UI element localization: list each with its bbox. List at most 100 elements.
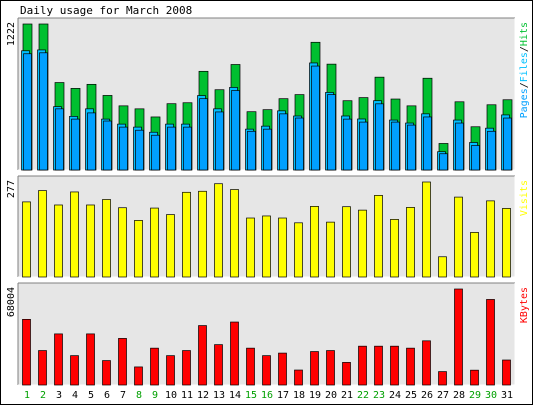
bar-pages bbox=[55, 108, 64, 171]
legend-pages-files-hits: Pages/Files/Hits bbox=[519, 22, 530, 118]
legend-entry: Files bbox=[519, 52, 530, 82]
bar-kbytes bbox=[134, 366, 143, 386]
bar-kbytes bbox=[230, 321, 239, 386]
bar-visits bbox=[102, 199, 111, 278]
bar-pages bbox=[407, 124, 416, 171]
bar-visits bbox=[38, 190, 47, 278]
legend-kbytes: KBytes bbox=[519, 287, 530, 323]
bar-visits bbox=[438, 256, 447, 278]
x-tick-label: 27 bbox=[437, 390, 449, 401]
bar-pages bbox=[167, 126, 176, 171]
bar-pages bbox=[327, 94, 336, 171]
bar-pages bbox=[119, 126, 128, 171]
bar-kbytes bbox=[470, 369, 479, 386]
bar-visits bbox=[22, 201, 31, 278]
x-tick-label: 10 bbox=[165, 390, 177, 401]
x-tick-label: 19 bbox=[309, 390, 321, 401]
bar-pages bbox=[439, 153, 448, 171]
bar-pages bbox=[39, 52, 48, 171]
x-tick-label: 6 bbox=[104, 390, 110, 401]
bar-pages bbox=[487, 130, 496, 171]
bar-kbytes bbox=[294, 369, 303, 386]
legend-entry: Visits bbox=[519, 180, 530, 216]
bar-kbytes bbox=[406, 347, 415, 386]
bar-visits bbox=[214, 183, 223, 278]
bar-visits bbox=[262, 215, 271, 278]
bar-pages bbox=[23, 53, 32, 171]
bar-pages bbox=[311, 65, 320, 171]
bar-visits bbox=[470, 232, 479, 278]
x-tick-label: 1 bbox=[24, 390, 30, 401]
bar-pages bbox=[295, 117, 304, 171]
x-tick-label: 18 bbox=[293, 390, 305, 401]
bar-kbytes bbox=[102, 360, 111, 386]
bar-visits bbox=[70, 191, 79, 278]
bar-visits bbox=[246, 217, 255, 278]
bar-kbytes bbox=[454, 288, 463, 386]
bar-pages bbox=[215, 111, 224, 171]
bar-kbytes bbox=[150, 347, 159, 386]
bar-visits bbox=[54, 204, 63, 278]
x-tick-label: 5 bbox=[88, 390, 94, 401]
x-tick-label: 13 bbox=[213, 390, 225, 401]
x-tick-label: 21 bbox=[341, 390, 353, 401]
bar-visits bbox=[198, 190, 207, 278]
x-tick-label: 3 bbox=[56, 390, 62, 401]
x-tick-label: 11 bbox=[181, 390, 193, 401]
bar-visits bbox=[182, 191, 191, 278]
bar-visits bbox=[278, 217, 287, 278]
bar-visits bbox=[502, 208, 511, 278]
legend-entry: / bbox=[519, 82, 530, 88]
bar-kbytes bbox=[374, 345, 383, 386]
bar-kbytes bbox=[502, 359, 511, 386]
bar-visits bbox=[118, 207, 127, 278]
bar-kbytes bbox=[198, 325, 207, 386]
bar-pages bbox=[247, 130, 256, 171]
bar-pages bbox=[183, 126, 192, 171]
bar-visits bbox=[150, 207, 159, 278]
bar-pages bbox=[471, 145, 480, 171]
legend-visits: Visits bbox=[519, 180, 530, 216]
bar-pages bbox=[343, 118, 352, 171]
ymax-label-kbytes: 68004 bbox=[6, 287, 17, 317]
bar-pages bbox=[71, 118, 80, 171]
legend-entry: / bbox=[519, 46, 530, 52]
bar-kbytes bbox=[54, 333, 63, 386]
bar-kbytes bbox=[310, 351, 319, 386]
bar-kbytes bbox=[38, 350, 47, 386]
bar-visits bbox=[230, 189, 239, 278]
bar-kbytes bbox=[70, 355, 79, 386]
x-tick-label: 4 bbox=[72, 390, 78, 401]
x-tick-label: 2 bbox=[40, 390, 46, 401]
bar-visits bbox=[310, 206, 319, 278]
bar-pages bbox=[279, 113, 288, 171]
x-tick-label: 23 bbox=[373, 390, 385, 401]
bar-visits bbox=[134, 220, 143, 278]
x-tick-label: 20 bbox=[325, 390, 337, 401]
bar-visits bbox=[390, 219, 399, 278]
bar-kbytes bbox=[22, 319, 31, 386]
x-tick-label: 15 bbox=[245, 390, 257, 401]
bar-kbytes bbox=[118, 338, 127, 386]
bar-pages bbox=[391, 121, 400, 171]
x-tick-label: 7 bbox=[120, 390, 126, 401]
legend-entry: Pages bbox=[519, 88, 530, 118]
bar-kbytes bbox=[486, 299, 495, 386]
bar-visits bbox=[374, 195, 383, 278]
bar-pages bbox=[231, 90, 240, 171]
x-tick-label: 8 bbox=[136, 390, 142, 401]
bar-visits bbox=[358, 209, 367, 278]
bar-visits bbox=[406, 207, 415, 278]
bar-kbytes bbox=[182, 350, 191, 386]
bar-visits bbox=[486, 200, 495, 278]
bar-pages bbox=[199, 98, 208, 171]
x-tick-label: 31 bbox=[501, 390, 513, 401]
bar-pages bbox=[423, 116, 432, 171]
bar-pages bbox=[135, 129, 144, 171]
x-tick-label: 29 bbox=[469, 390, 481, 401]
ymax-label-pages-files-hits: 1222 bbox=[6, 22, 17, 46]
bar-kbytes bbox=[214, 344, 223, 386]
ymax-label-visits: 277 bbox=[6, 180, 17, 198]
x-tick-label: 26 bbox=[421, 390, 433, 401]
